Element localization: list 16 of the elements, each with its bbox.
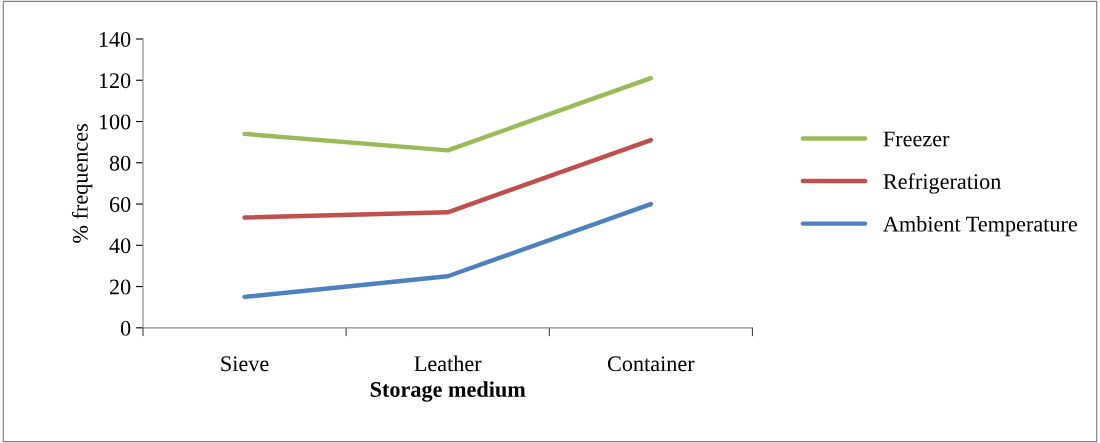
y-tick-label: 40: [109, 238, 131, 254]
y-axis-title: % frequences: [71, 124, 93, 243]
x-tick-label: Sieve: [221, 356, 269, 372]
y-tick-label: 140: [99, 31, 131, 47]
y-tick-label: 60: [109, 196, 131, 212]
y-tick-label: 120: [99, 73, 131, 89]
legend-label: Ambient Temperature: [883, 215, 1077, 237]
x-tick-label: Leather: [414, 355, 482, 372]
x-tick-label: Container: [607, 356, 695, 372]
legend-label: Freezer: [883, 131, 950, 147]
legend-label: Refrigeration: [883, 173, 1001, 194]
y-tick-label: 80: [109, 155, 131, 171]
y-tick-label: 0: [120, 320, 131, 336]
y-tick-label: 100: [99, 114, 131, 130]
y-tick-label: 20: [109, 279, 131, 295]
x-axis-title: Storage medium: [370, 381, 526, 402]
